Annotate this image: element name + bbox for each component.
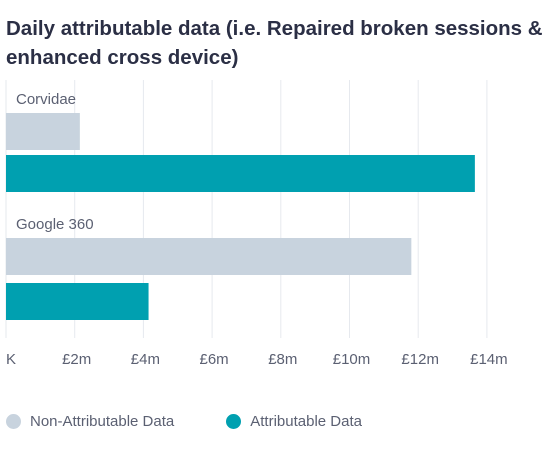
x-tick-label: £2m	[62, 351, 91, 368]
category-labels: Corvidae Google 360	[16, 91, 94, 233]
legend-swatch-non-attributable	[6, 413, 21, 429]
x-tick-label: £12m	[401, 351, 439, 368]
category-label: Corvidae	[16, 91, 76, 108]
bar-non-attributable	[6, 113, 80, 150]
bar-attributable	[6, 283, 149, 320]
bar-attributable	[6, 155, 475, 192]
x-tick-label: K	[6, 351, 16, 368]
legend-item-attributable: Attributable Data	[226, 413, 362, 430]
legend-item-non-attributable: Non-Attributable Data	[6, 413, 174, 430]
chart-title: Daily attributable data (i.e. Repaired b…	[6, 17, 543, 69]
category-label: Google 360	[16, 216, 94, 233]
legend-label-non-attributable: Non-Attributable Data	[30, 412, 175, 430]
x-tick-label: £14m	[470, 351, 508, 368]
legend-label-attributable: Attributable Data	[250, 412, 362, 430]
x-tick-label: £8m	[268, 351, 297, 368]
x-tick-label: £10m	[333, 351, 371, 368]
x-axis-ticks: K £2m £4m £6m £8m £10m £12m £14m	[6, 351, 508, 368]
x-tick-label: £4m	[131, 351, 160, 368]
bar-non-attributable	[6, 238, 412, 275]
legend: Non-Attributable Data Attributable Data	[6, 407, 414, 435]
x-tick-label: £6m	[200, 351, 229, 368]
legend-swatch-attributable	[226, 413, 242, 429]
bar-chart: Corvidae Google 360 K £2m £4m £6m £8m £10m £12m…	[5, 80, 508, 368]
bars	[6, 113, 475, 320]
